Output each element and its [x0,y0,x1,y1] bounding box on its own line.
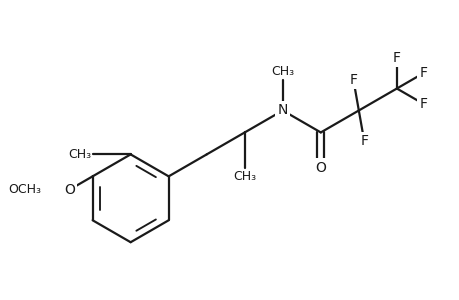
Text: F: F [419,66,426,80]
Text: N: N [277,103,287,118]
Text: O: O [64,182,75,197]
Text: F: F [349,73,357,87]
Text: CH₃: CH₃ [233,170,256,183]
Text: O: O [315,160,325,175]
Text: F: F [359,134,367,148]
Text: F: F [419,97,426,111]
Text: CH₃: CH₃ [271,64,294,77]
Text: F: F [392,51,400,65]
Text: CH₃: CH₃ [68,148,91,161]
Text: OCH₃: OCH₃ [8,183,41,196]
